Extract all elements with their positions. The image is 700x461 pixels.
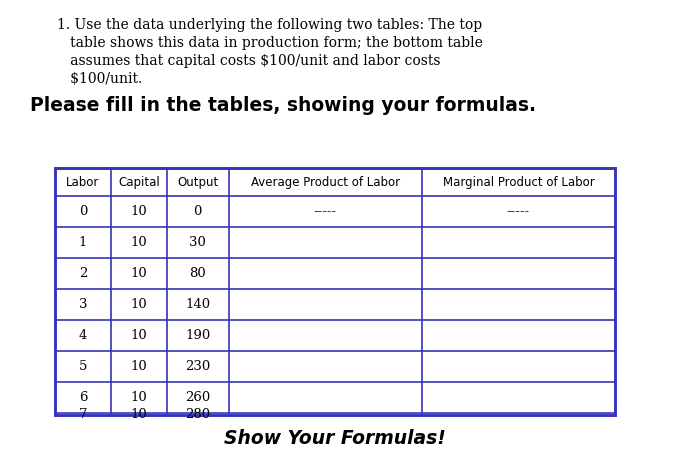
Text: 4: 4 [79,329,88,342]
Text: 10: 10 [131,360,148,373]
Text: 10: 10 [131,236,148,249]
Text: 10: 10 [131,408,148,420]
Text: 230: 230 [186,360,211,373]
Text: table shows this data in production form; the bottom table: table shows this data in production form… [57,36,483,50]
Text: 0: 0 [79,205,88,218]
Text: Output: Output [177,176,218,189]
Text: Show Your Formulas!: Show Your Formulas! [224,429,446,448]
Text: -----: ----- [507,205,530,218]
Text: 10: 10 [131,267,148,280]
Text: 3: 3 [78,298,88,311]
Text: 30: 30 [190,236,206,249]
Text: 1: 1 [79,236,88,249]
Text: Average Product of Labor: Average Product of Labor [251,176,400,189]
Text: 7: 7 [78,408,88,420]
Text: assumes that capital costs $100/unit and labor costs: assumes that capital costs $100/unit and… [57,54,440,68]
Text: 190: 190 [186,329,211,342]
Text: $100/unit.: $100/unit. [57,72,142,86]
Text: Labor: Labor [66,176,99,189]
Text: 2: 2 [79,267,88,280]
Text: 10: 10 [131,329,148,342]
Text: Please fill in the tables, showing your formulas.: Please fill in the tables, showing your … [30,96,536,115]
Text: 10: 10 [131,205,148,218]
Text: 140: 140 [186,298,211,311]
Text: Marginal Product of Labor: Marginal Product of Labor [442,176,594,189]
Text: 0: 0 [194,205,202,218]
Text: 5: 5 [79,360,88,373]
Text: Capital: Capital [118,176,160,189]
Text: 6: 6 [78,391,88,404]
Text: 280: 280 [186,408,211,420]
Text: 1. Use the data underlying the following two tables: The top: 1. Use the data underlying the following… [57,18,482,32]
Text: 260: 260 [186,391,211,404]
Text: 80: 80 [190,267,206,280]
Text: -----: ----- [314,205,337,218]
Text: 10: 10 [131,298,148,311]
Text: 10: 10 [131,391,148,404]
